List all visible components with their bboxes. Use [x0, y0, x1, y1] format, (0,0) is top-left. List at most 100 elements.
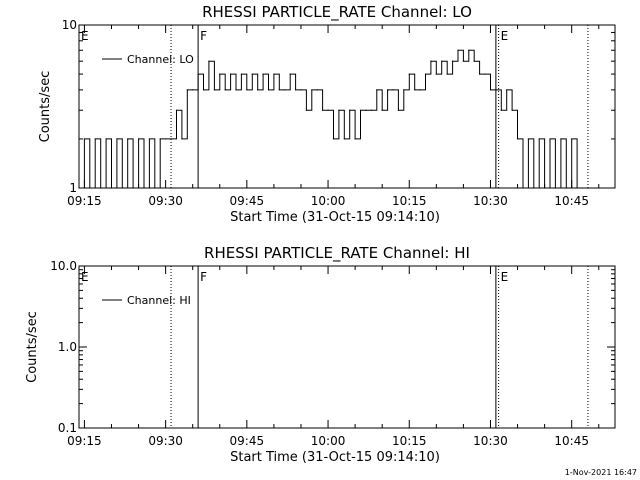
x-tick-label: 09:15 — [67, 194, 102, 208]
data-point — [89, 187, 91, 189]
data-point — [560, 138, 562, 140]
legend-label: Channel: HI — [127, 294, 191, 307]
data-point — [435, 73, 437, 75]
plot-frame — [78, 24, 616, 189]
data-point — [305, 109, 307, 111]
flag-label: F — [200, 29, 207, 43]
data-point — [170, 138, 172, 140]
data-point — [116, 138, 118, 140]
x-tick-label: 09:45 — [230, 434, 265, 448]
data-point — [338, 109, 340, 111]
flag-label: E — [81, 270, 89, 284]
flag-label: E — [501, 29, 509, 43]
data-point — [83, 138, 86, 140]
plot-frame — [78, 265, 616, 429]
x-tick-label: 09:30 — [148, 194, 183, 208]
series-line — [79, 49, 590, 189]
data-point — [414, 89, 416, 91]
data-point — [332, 138, 335, 140]
data-point — [94, 138, 96, 140]
data-point — [581, 187, 584, 189]
data-point — [273, 73, 275, 75]
data-point — [468, 49, 470, 51]
data-point — [284, 89, 286, 91]
legend-label: Channel: LO — [127, 53, 194, 66]
data-point — [197, 73, 199, 75]
data-point — [365, 109, 367, 111]
data-point — [105, 138, 107, 140]
data-point — [186, 89, 188, 91]
data-point — [202, 89, 205, 91]
data-point — [408, 73, 410, 75]
x-tick-label: 10:00 — [311, 194, 346, 208]
data-point — [132, 187, 134, 189]
data-point — [322, 109, 324, 111]
data-point — [208, 60, 210, 62]
data-point — [484, 73, 486, 75]
data-point — [294, 89, 297, 91]
data-point — [327, 109, 329, 111]
data-point — [554, 187, 557, 189]
data-point — [175, 109, 178, 111]
flag-label: E — [501, 270, 509, 284]
data-point — [533, 187, 535, 189]
data-point — [278, 89, 280, 91]
chart-panel-2: RHESSI PARTICLE_RATE Channel: HI Counts/s… — [25, 244, 616, 465]
data-point — [127, 138, 129, 140]
y-tick-label: 1.0 — [58, 340, 77, 354]
data-point — [121, 187, 123, 189]
data-point — [451, 60, 454, 62]
data-point — [538, 138, 540, 140]
data-point — [267, 89, 270, 91]
data-point — [506, 89, 508, 91]
data-point — [446, 73, 448, 75]
chart-title: RHESSI PARTICLE_RATE Channel: HI — [204, 244, 470, 263]
y-axis-label: Counts/sec — [38, 71, 53, 143]
data-point — [516, 138, 519, 140]
data-point — [544, 187, 546, 189]
data-point — [549, 138, 551, 140]
chart-title: RHESSI PARTICLE_RATE Channel: LO — [202, 3, 472, 22]
data-point — [571, 138, 573, 140]
data-point — [473, 60, 475, 62]
data-point — [527, 138, 529, 140]
data-point — [489, 89, 492, 91]
data-point — [100, 187, 102, 189]
data-point — [257, 89, 259, 91]
data-point — [424, 73, 427, 75]
data-point — [343, 138, 345, 140]
data-point — [154, 187, 156, 189]
y-axis-label: Counts/sec — [25, 311, 40, 383]
data-point — [430, 60, 432, 62]
data-point — [224, 89, 226, 91]
data-point — [311, 89, 313, 91]
data-point — [495, 89, 497, 91]
data-point — [110, 187, 113, 189]
x-tick-label: 09:45 — [230, 194, 265, 208]
x-tick-label: 10:45 — [554, 194, 589, 208]
data-point — [349, 109, 351, 111]
data-point — [219, 73, 221, 75]
data-point — [240, 73, 243, 75]
data-point — [235, 89, 237, 91]
x-axis-label: Start Time (31-Oct-15 09:14:10) — [230, 210, 440, 225]
data-point — [251, 73, 253, 75]
data-point — [289, 73, 291, 75]
data-point — [387, 89, 389, 91]
x-axis-label: Start Time (31-Oct-15 09:14:10) — [230, 450, 440, 465]
data-point — [500, 109, 502, 111]
data-point — [148, 138, 150, 140]
data-point — [376, 89, 378, 91]
y-tick-label: 10 — [62, 18, 77, 32]
data-point — [246, 89, 248, 91]
x-tick-label: 10:15 — [392, 434, 427, 448]
data-point — [316, 89, 318, 91]
data-point — [262, 73, 264, 75]
y-tick-label: 0.1 — [58, 421, 77, 435]
data-point — [397, 109, 400, 111]
data-point — [143, 187, 145, 189]
data-point — [192, 89, 194, 91]
data-point — [165, 138, 167, 140]
y-tick-label: 10.0 — [50, 259, 77, 273]
